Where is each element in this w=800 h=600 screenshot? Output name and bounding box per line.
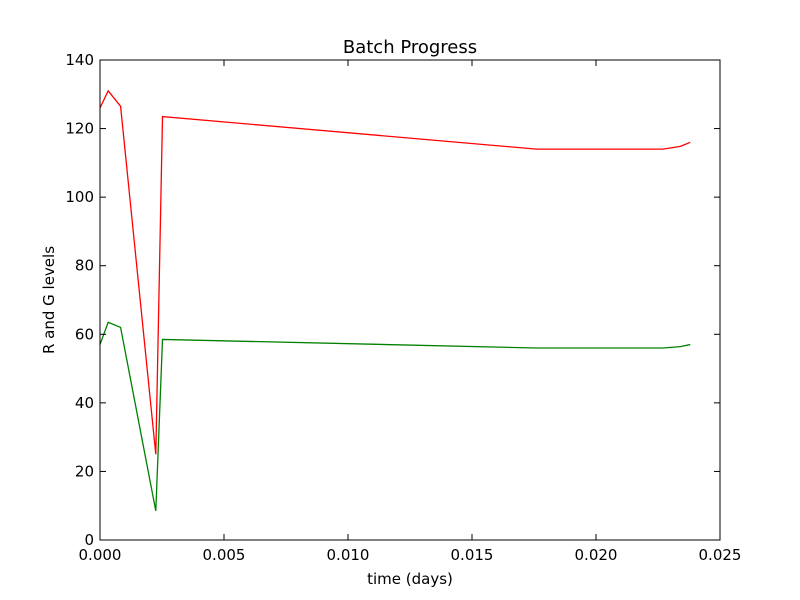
y-tick-label: 40	[75, 394, 94, 412]
x-tick-label: 0.015	[451, 546, 494, 564]
series-line-1	[99, 89, 691, 455]
x-axis-label: time (days)	[367, 570, 453, 588]
series-line-2	[99, 321, 691, 511]
y-tick-label: 100	[65, 188, 94, 206]
y-tick-label: 0	[84, 531, 94, 549]
y-tick-label: 20	[75, 462, 94, 480]
plot-series	[99, 89, 691, 511]
y-tick-label: 120	[65, 120, 94, 138]
x-tick-label: 0.020	[575, 546, 618, 564]
x-tick-label: 0.005	[203, 546, 246, 564]
x-tick-label: 0.025	[699, 546, 742, 564]
axis-ticks: 0.000 0.005 0.010 0.015 0.020 0.025 0 20 40 60 80 1…	[65, 51, 741, 564]
chart-title: Batch Progress	[343, 37, 477, 58]
y-tick-label: 60	[75, 325, 94, 343]
x-tick-label: 0.000	[79, 546, 122, 564]
plot-area-frame	[99, 59, 721, 541]
y-tick-label: 80	[75, 257, 94, 275]
x-tick-label: 0.010	[327, 546, 370, 564]
y-tick-label: 140	[65, 51, 94, 69]
y-axis-label: R and G levels	[40, 246, 58, 354]
